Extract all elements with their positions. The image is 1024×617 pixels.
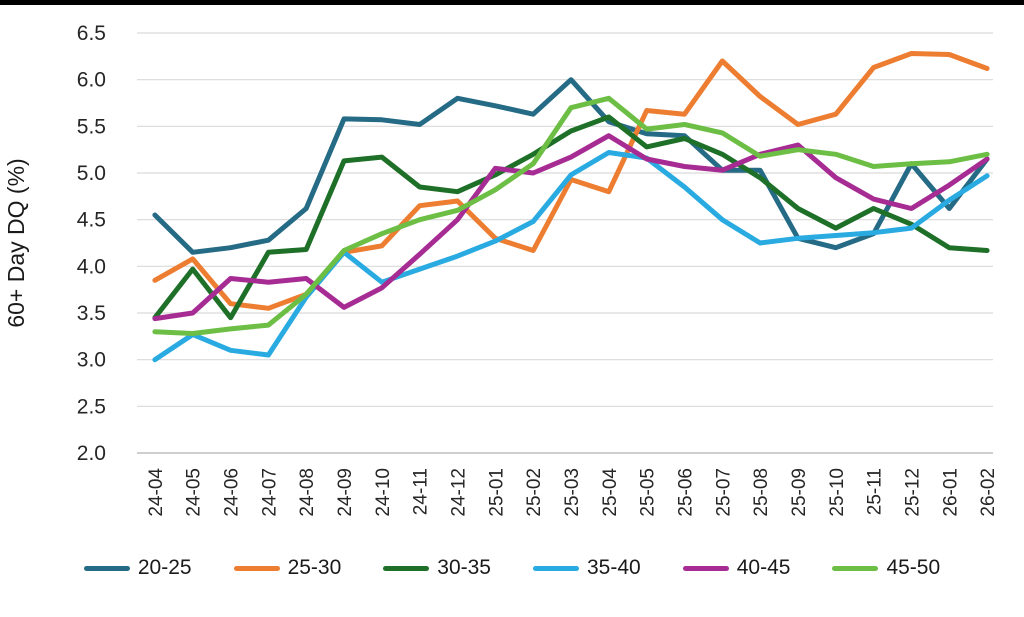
legend-swatch-25-30 [233, 565, 280, 571]
x-tick-label: 25-08 [751, 468, 772, 517]
line-chart: 2.0 2.5 3.0 3.5 4.0 4.5 5.0 5.5 6.0 6.5 24-04 24-05… [3, 22, 999, 517]
x-tick-label: 24-07 [259, 468, 280, 517]
legend-label: 30-35 [437, 556, 491, 579]
y-tick-label: 2.0 [77, 442, 106, 465]
legend-swatch-35-40 [533, 565, 579, 571]
y-tick-label: 5.0 [77, 162, 106, 185]
x-tick-label: 24-10 [373, 468, 394, 517]
x-tick-label: 25-12 [902, 468, 923, 517]
chart-legend: 20-25 25-30 30-35 35-40 40-45 45-50 [0, 556, 1024, 580]
series-line-35-40 [152, 150, 990, 363]
x-tick-label: 25-06 [675, 468, 696, 517]
x-tick-label: 26-02 [978, 468, 999, 517]
y-tick-label: 4.5 [77, 209, 106, 232]
legend-label: 45-50 [886, 556, 941, 579]
x-tick-label: 25-10 [827, 468, 848, 517]
x-tick-label: 25-07 [713, 468, 734, 517]
x-tick-label: 24-06 [222, 468, 243, 517]
x-tick-label: 25-04 [600, 468, 621, 517]
series-line-25-30 [152, 51, 990, 311]
legend-label: 40-45 [736, 556, 791, 579]
x-tick-label: 24-05 [184, 468, 205, 517]
x-tick-label: 24-12 [449, 468, 470, 517]
series-line-45-50 [152, 95, 990, 336]
x-tick-label: 24-09 [335, 468, 356, 517]
x-tick-label: 25-05 [638, 468, 659, 517]
legend-item-45-50: 45-50 [832, 556, 940, 580]
legend-label: 35-40 [587, 556, 641, 579]
legend-item-40-45: 40-45 [682, 556, 791, 580]
legend-item-25-30: 25-30 [233, 556, 342, 580]
x-tick-label: 24-11 [411, 468, 432, 515]
legend-label: 25-30 [287, 556, 342, 579]
x-tick-label: 25-11 [865, 468, 886, 515]
x-tick-label: 26-01 [940, 468, 961, 517]
series-line-20-25 [152, 77, 990, 255]
x-tick-label: 25-01 [486, 468, 507, 517]
x-tick-label: 24-08 [297, 468, 318, 517]
y-tick-label: 3.5 [77, 302, 106, 325]
legend-label: 20-25 [137, 556, 192, 579]
y-tick-label: 6.0 [77, 69, 106, 92]
y-axis-title: 60+ Day DQ (%) [3, 158, 29, 327]
legend-item-35-40: 35-40 [533, 556, 641, 580]
legend-swatch-20-25 [83, 565, 130, 571]
chart-plot-area: 2.0 2.5 3.0 3.5 4.0 4.5 5.0 5.5 6.0 6.5 24-04 24-05… [3, 22, 999, 517]
x-tick-label: 25-03 [562, 468, 583, 517]
series-line-30-35 [152, 114, 990, 321]
series-line-40-45 [152, 133, 990, 322]
x-tick-label: 24-04 [146, 468, 167, 517]
y-tick-label: 6.5 [77, 22, 106, 45]
legend-swatch-45-50 [832, 565, 879, 571]
x-tick-label: 25-09 [789, 468, 810, 517]
y-tick-label: 4.0 [77, 255, 106, 278]
x-tick-label: 25-02 [524, 468, 545, 517]
legend-swatch-30-35 [383, 565, 430, 571]
y-tick-label: 2.5 [77, 395, 106, 418]
legend-swatch-40-45 [682, 565, 729, 571]
legend-item-30-35: 30-35 [383, 556, 491, 580]
top-border [0, 0, 1024, 5]
legend-item-20-25: 20-25 [83, 556, 192, 580]
y-tick-label: 3.0 [77, 349, 106, 372]
y-tick-label: 5.5 [77, 115, 106, 138]
